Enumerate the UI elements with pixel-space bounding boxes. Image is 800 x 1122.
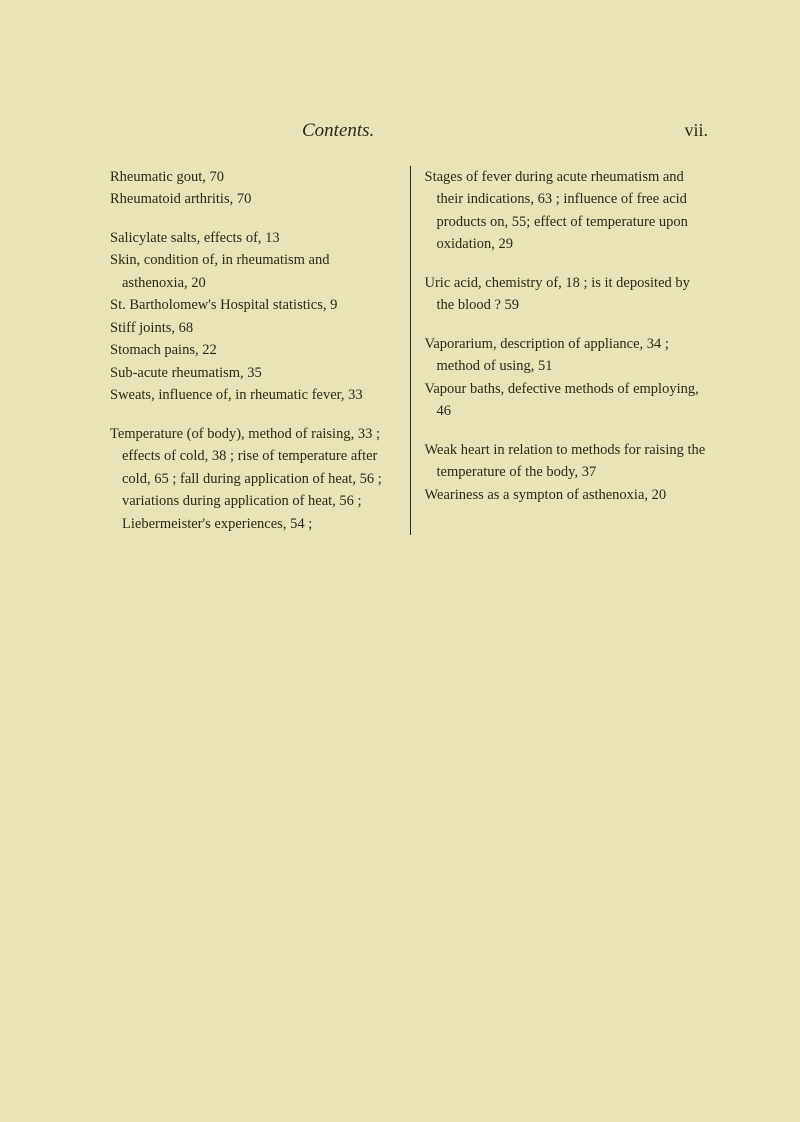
index-entry: Salicylate salts, effects of, 13 (110, 227, 396, 249)
header-title: Contents. (302, 120, 374, 142)
paragraph-gap (110, 211, 396, 227)
index-entry: Temperature (of body), method of raising… (110, 423, 396, 535)
page-header: Contents. vii. (110, 120, 710, 142)
index-entry: Sweats, influence of, in rheumatic fever… (110, 384, 396, 406)
index-entry: Stiff joints, 68 (110, 317, 396, 339)
right-column: Stages of fever during acute rheumatism … (411, 166, 711, 535)
index-entry: Weariness as a sympton of asthenoxia, 20 (425, 484, 711, 506)
index-entry: St. Bartholomew's Hospital statistics, 9 (110, 294, 396, 316)
index-entry: Vaporarium, description of appliance, 34… (425, 333, 711, 378)
index-entry: Sub-acute rheumatism, 35 (110, 362, 396, 384)
left-column: Rheumatic gout, 70 Rheumatoid arthritis,… (110, 166, 411, 535)
index-entry: Rheumatoid arthritis, 70 (110, 188, 396, 210)
index-entry: Stomach pains, 22 (110, 339, 396, 361)
header-page-number: vii. (684, 120, 708, 141)
paragraph-gap (110, 407, 396, 423)
paragraph-gap (425, 423, 711, 439)
index-entry: Skin, condition of, in rheumatism and as… (110, 249, 396, 294)
paragraph-gap (425, 256, 711, 272)
index-entry: Uric acid, chemistry of, 18 ; is it depo… (425, 272, 711, 317)
index-entry: Weak heart in relation to methods for ra… (425, 439, 711, 484)
paragraph-gap (425, 317, 711, 333)
index-columns: Rheumatic gout, 70 Rheumatoid arthritis,… (110, 166, 710, 535)
index-entry: Stages of fever during acute rheumatism … (425, 166, 711, 256)
index-entry: Vapour baths, defective methods of emplo… (425, 378, 711, 423)
index-entry: Rheumatic gout, 70 (110, 166, 396, 188)
